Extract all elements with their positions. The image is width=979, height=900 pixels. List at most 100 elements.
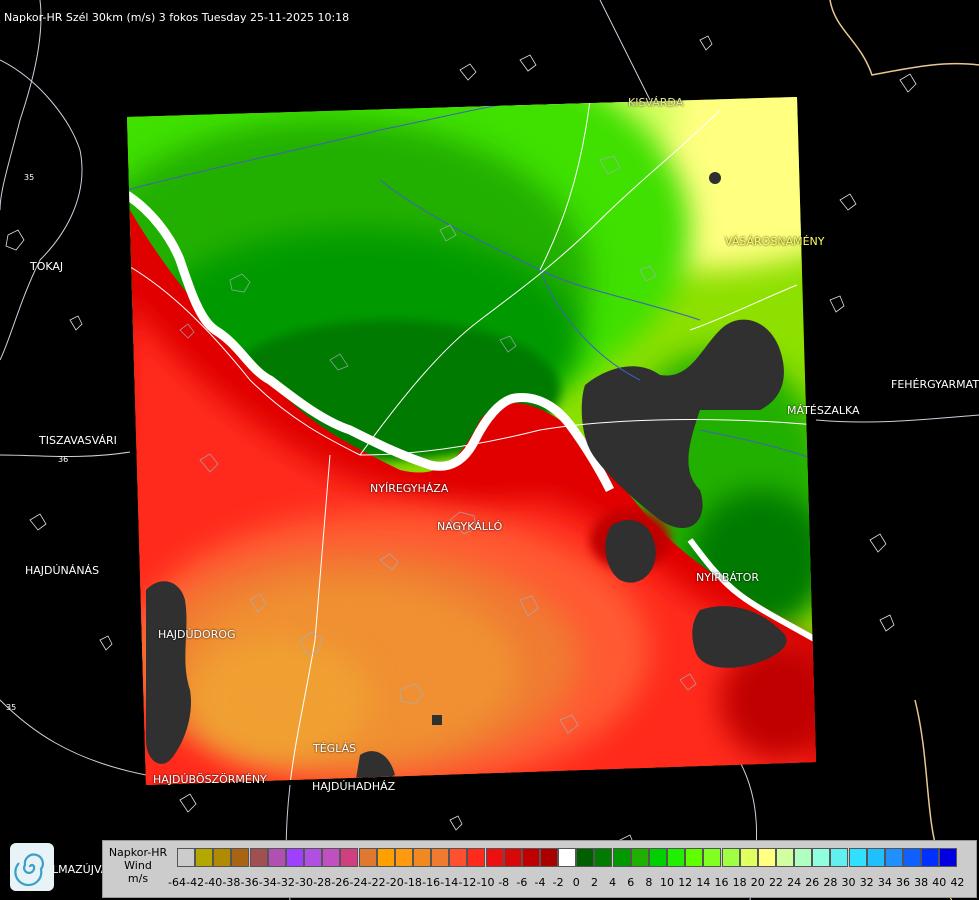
city-label-hajdudorog: HAJDÚDOROG	[158, 628, 236, 641]
svg-text:35: 35	[24, 173, 34, 182]
city-label-kisvarda: KISVÁRDA	[628, 96, 684, 109]
legend-tick-label: 20	[750, 876, 765, 889]
legend-tick-label: 24	[787, 876, 802, 889]
legend-tick-label: 30	[841, 876, 856, 889]
legend-tick-label: -26	[331, 876, 350, 889]
legend-swatch	[594, 848, 613, 867]
legend-swatch	[467, 848, 486, 867]
legend-swatch	[721, 848, 740, 867]
city-label-nyiregyhaza: NYÍREGYHÁZA	[370, 482, 449, 495]
legend-tick-label: 18	[732, 876, 747, 889]
legend-tick-label: 36	[896, 876, 910, 889]
legend-swatch	[812, 848, 831, 867]
legend-tick-label: -64	[168, 876, 186, 889]
legend-tick-label: 34	[877, 876, 892, 889]
legend-swatch	[866, 848, 885, 867]
svg-text:35: 35	[6, 703, 16, 712]
legend-swatch	[757, 848, 776, 867]
legend-swatch	[703, 848, 722, 867]
legend-tick-label: -28	[313, 876, 332, 889]
color-legend: Napkor-HR Wind m/s -64 -42 -40 -38 -36 -34 -32…	[102, 840, 977, 898]
legend-swatch	[431, 848, 450, 867]
legend-swatch	[648, 848, 667, 867]
city-label-tiszavasvari: TISZAVASVÁRI	[39, 434, 117, 447]
legend-tick-label: -42	[186, 876, 205, 889]
legend-swatch	[376, 848, 395, 867]
legend-swatch	[939, 848, 958, 867]
legend-swatch	[667, 848, 686, 867]
legend-swatch	[394, 848, 413, 867]
legend-tick-label: -6	[516, 876, 528, 889]
legend-swatch	[739, 848, 758, 867]
legend-tick-label: -20	[385, 876, 404, 889]
legend-swatch	[213, 848, 232, 867]
legend-tick-label: -16	[422, 876, 441, 889]
legend-swatch	[521, 848, 540, 867]
legend-tick-label: 0	[572, 876, 580, 889]
city-label-teglas: TÉGLÁS	[313, 742, 357, 755]
legend-tick-label: -30	[295, 876, 314, 889]
city-label-hajdunanas: HAJDÚNÁNÁS	[25, 564, 100, 577]
legend-swatch	[412, 848, 431, 867]
legend-tick-label: -14	[440, 876, 459, 889]
legend-swatch	[685, 848, 704, 867]
road-number-labels: 35 36 35	[6, 173, 68, 712]
legend-tick-label: -8	[498, 876, 510, 889]
legend-swatch	[340, 848, 359, 867]
legend-swatch	[794, 848, 813, 867]
city-label-hajduboszormeny: HAJDÚBÖSZÖRMÉNY	[153, 773, 267, 786]
legend-swatch	[848, 848, 867, 867]
legend-swatch	[903, 848, 921, 867]
legend-swatch	[503, 848, 522, 867]
wind-field	[127, 97, 816, 785]
legend-tick-label: 14	[696, 876, 711, 889]
legend-tick-label: -12	[458, 876, 477, 889]
legend-tick-label: -40	[204, 876, 223, 889]
legend-tick-label: -4	[534, 876, 546, 889]
city-label-mateszalka: MÁTÉSZALKA	[787, 404, 860, 417]
legend-tick-label: -24	[349, 876, 368, 889]
legend-tick-label: 42	[950, 876, 965, 889]
legend-swatch	[540, 848, 558, 867]
city-label-partial: LMAZÚJVÁR	[52, 863, 116, 876]
legend-tick-label: 12	[678, 876, 693, 889]
city-label-hajduhadhaz: HAJDÚHADHÁZ	[312, 780, 396, 793]
city-label-tokaj: TOKAJ	[30, 260, 64, 273]
legend-tick-label: 40	[932, 876, 947, 889]
city-label-vasarosnameny: VÁSÁROSNAMÉNY	[725, 235, 825, 248]
legend-swatch	[558, 848, 577, 867]
city-label-nyirbator: NYÍRBÁTOR	[696, 571, 760, 584]
legend-swatch	[285, 848, 304, 867]
legend-swatch	[612, 848, 631, 867]
legend-swatch	[830, 848, 849, 867]
legend-swatch	[449, 848, 468, 867]
legend-swatch	[195, 848, 214, 867]
legend-tick-label: -22	[367, 876, 386, 889]
legend-tick-label: -2	[552, 876, 564, 889]
legend-swatch	[884, 848, 903, 867]
legend-swatch	[630, 848, 649, 867]
legend-tick-label: 26	[805, 876, 820, 889]
legend-caption: Napkor-HR Wind m/s	[108, 846, 168, 885]
legend-swatch	[358, 848, 377, 867]
legend-swatch	[267, 848, 286, 867]
legend-swatch	[775, 848, 794, 867]
legend-swatch	[485, 848, 504, 867]
legend-swatch	[177, 848, 195, 867]
legend-tick-label: 2	[590, 876, 598, 889]
legend-swatch	[576, 848, 595, 867]
city-label-fehergyarmat: FEHÉRGYARMAT	[891, 378, 979, 391]
legend-tick-label: -32	[276, 876, 295, 889]
svg-text:36: 36	[58, 455, 68, 464]
legend-tick-label: -34	[258, 876, 277, 889]
legend-swatch	[304, 848, 323, 867]
legend-tick-label: 22	[768, 876, 783, 889]
legend-tick-label: -10	[476, 876, 495, 889]
legend-tick-label: 8	[645, 876, 653, 889]
legend-swatch	[231, 848, 250, 867]
legend-swatch	[322, 848, 341, 867]
legend-swatch	[921, 848, 940, 867]
legend-tick-label: 38	[914, 876, 929, 889]
legend-tick-label: 16	[714, 876, 729, 889]
